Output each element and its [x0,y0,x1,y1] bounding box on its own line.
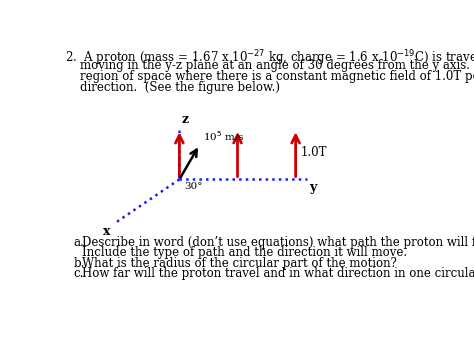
Text: y: y [310,181,317,194]
Text: moving in the y-z plane at an angle of 30 degrees from the y axis. It enters a: moving in the y-z plane at an angle of 3… [65,59,474,72]
Text: What is the radius of the circular part of the motion?: What is the radius of the circular part … [82,257,397,270]
Text: direction.  (See the figure below.): direction. (See the figure below.) [65,81,281,94]
Text: 1.0T: 1.0T [301,146,328,159]
Text: a.: a. [73,237,84,250]
Text: Include the type of path and the direction it will move.: Include the type of path and the directi… [82,246,408,259]
Text: b.: b. [73,257,84,270]
Text: x: x [103,225,110,238]
Text: c.: c. [73,267,83,280]
Text: How far will the proton travel and in what direction in one circular cycle?: How far will the proton travel and in wh… [82,267,474,280]
Text: 10$^5$ m/s: 10$^5$ m/s [202,130,245,143]
Text: Describe in word (don’t use equations) what path the proton will follow.: Describe in word (don’t use equations) w… [82,237,474,250]
Text: region of space where there is a constant magnetic field of 1.0T pointing in the: region of space where there is a constan… [65,70,474,83]
Text: 30°: 30° [184,182,202,191]
Text: 2.  A proton (mass = 1.67 x 10$^{-27}$ kg, charge = 1.6 x 10$^{-19}$C) is travel: 2. A proton (mass = 1.67 x 10$^{-27}$ kg… [65,48,474,68]
Text: z: z [182,113,189,126]
